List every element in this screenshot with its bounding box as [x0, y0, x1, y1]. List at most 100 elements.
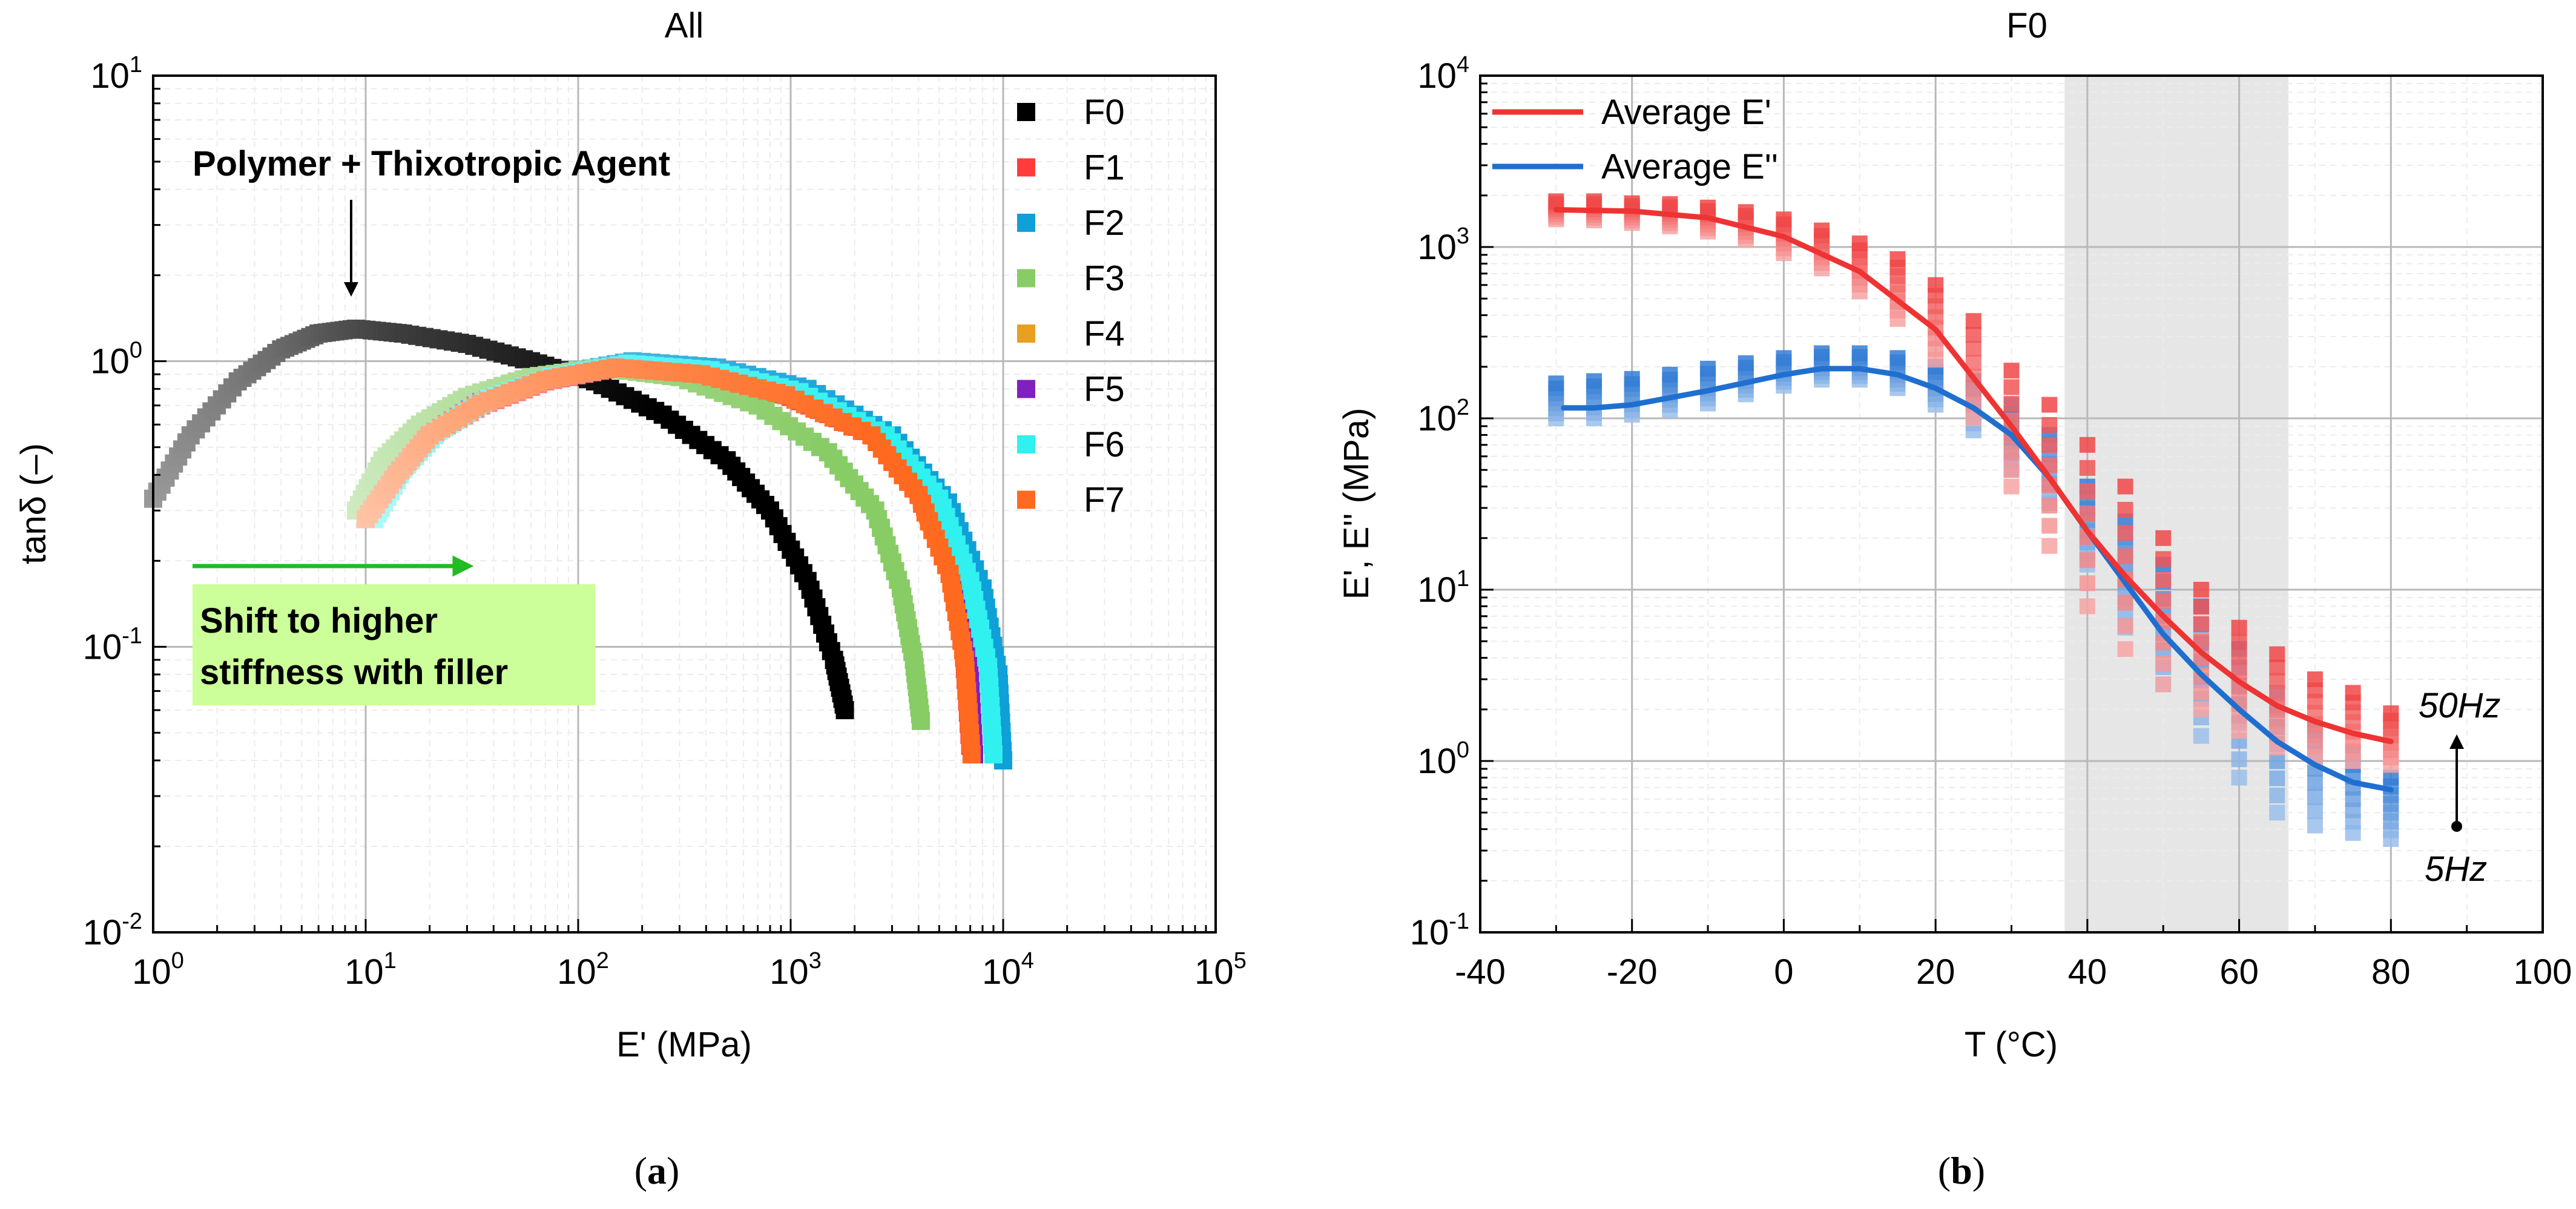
- x-tick-label-base: 10: [132, 952, 171, 992]
- panel-a-x-tick-labels: 100 101 102 103 104 105: [132, 948, 1247, 992]
- sweep-point-e-prime: [2041, 437, 2058, 453]
- x-tick-label: -20: [1607, 952, 1658, 992]
- sweep-point-e-prime: [1965, 313, 1981, 329]
- y-tick-label: 100: [90, 338, 142, 381]
- sweep-point-e-double-prime: [1662, 366, 1678, 383]
- sweep-point-e-prime: [1965, 327, 1981, 343]
- x-tick-label-base: 10: [769, 952, 809, 992]
- y-tick-label-base: 10: [90, 342, 130, 381]
- panel-b-grid: [1480, 76, 2543, 932]
- legend-label-F3: F3: [1084, 259, 1125, 298]
- y-tick-label-base: 10: [1417, 570, 1457, 610]
- sweep-point-e-double-prime: [2307, 775, 2323, 791]
- sweep-point-e-double-prime: [1776, 350, 1792, 366]
- sweep-point-e-prime: [2383, 705, 2399, 722]
- sweep-point-e-prime: [2117, 478, 2133, 495]
- x-tick-label: 20: [1916, 952, 1955, 992]
- sweep-point-e-prime: [2155, 655, 2172, 671]
- sweep-point-e-double-prime: [2307, 803, 2323, 820]
- sweep-point-e-double-prime: [2307, 789, 2323, 805]
- sweep-point-e-prime: [1889, 251, 1906, 267]
- sweep-point-e-double-prime: [2269, 753, 2285, 769]
- sweep-point-e-prime: [2231, 723, 2247, 739]
- y-tick-label-base: 10: [1417, 56, 1457, 96]
- x-tick-label: 40: [2068, 952, 2107, 992]
- sweep-point-e-prime: [2231, 619, 2247, 636]
- average-e-prime-line: [1553, 207, 2394, 745]
- panel-a-x-axis-label: E' (MPa): [616, 1025, 752, 1064]
- sweep-point-e-prime: [2269, 673, 2285, 689]
- x-tick-label-exponent: 5: [1234, 948, 1247, 973]
- legend-label-F7: F7: [1084, 481, 1125, 520]
- x-tick-label: -40: [1455, 952, 1506, 992]
- x-tick-label-exponent: 3: [809, 948, 822, 973]
- sweep-point-e-prime: [2003, 363, 2020, 379]
- sweep-point-e-double-prime: [2231, 769, 2247, 786]
- sweep-point-e-double-prime: [2269, 787, 2285, 803]
- x-tick-label-base: 10: [1194, 952, 1234, 992]
- sweep-point-e-prime: [2193, 599, 2209, 615]
- x-tick-label-exponent: 1: [384, 948, 397, 973]
- caption-b: (b): [1938, 1149, 1985, 1192]
- sweep-point-e-prime: [1928, 277, 1944, 293]
- panel-b-title: F0: [2006, 6, 2047, 45]
- legend-item-F2: F2: [1017, 203, 1125, 243]
- panel-a-series: [144, 319, 1012, 770]
- shift-annotation-line2: stiffness with filler: [200, 653, 508, 692]
- y-tick-label-base: 10: [83, 913, 122, 952]
- sweep-point-e-prime: [1851, 236, 1868, 252]
- legend-label-F5: F5: [1084, 370, 1125, 409]
- panel-a-title: All: [665, 6, 703, 45]
- panel-b-x-axis-label: T (°C): [1965, 1025, 2058, 1064]
- legend-item-F6: F6: [1017, 425, 1125, 464]
- y-tick-label: 104: [1417, 52, 1469, 96]
- x-tick-label: 101: [344, 948, 397, 992]
- panel-b: F0 -40 -20 0 20 40 60 80 100 10-110010110210310…: [1337, 6, 2572, 1064]
- y-tick-label-exponent: 1: [1457, 566, 1469, 591]
- panel-a-legend: F0 F1 F2 F3 F4 F5 F6 F7: [1017, 93, 1125, 520]
- x-tick-label: 105: [1194, 948, 1247, 992]
- legend-item-F1: F1: [1017, 148, 1125, 188]
- sweep-point-e-prime: [2079, 460, 2095, 476]
- legend-label-F6: F6: [1084, 425, 1125, 464]
- legend-swatch-F2: [1017, 214, 1035, 232]
- sweep-point-e-prime: [2269, 713, 2285, 729]
- sweep-point-e-double-prime: [1889, 350, 1906, 366]
- shift-annotation-line1: Shift to higher: [200, 601, 438, 641]
- sweep-point-e-prime: [2193, 701, 2209, 717]
- legend-swatch-F0: [1017, 103, 1035, 121]
- sweep-point-e-prime: [2041, 397, 2058, 413]
- sweep-point-e-prime: [2117, 525, 2133, 541]
- data-point-F6: [984, 745, 1003, 764]
- sweep-point-e-double-prime: [2269, 805, 2285, 821]
- sweep-point-e-prime: [1776, 211, 1792, 228]
- x-tick-label: 103: [769, 948, 822, 992]
- sweep-point-e-prime: [2345, 685, 2361, 701]
- sweep-point-e-double-prime: [2269, 770, 2285, 786]
- sweep-point-e-prime: [2155, 572, 2172, 588]
- sweep-point-e-prime: [2079, 483, 2095, 499]
- legend-item-F3: F3: [1017, 259, 1125, 298]
- y-tick-label-base: 10: [1417, 742, 1457, 781]
- sweep-point-e-prime: [2079, 575, 2095, 591]
- frequency-high-label: 50Hz: [2419, 686, 2500, 725]
- y-tick-label: 100: [1417, 737, 1469, 781]
- sweep-point-e-prime: [1586, 193, 1603, 209]
- sweep-point-e-prime: [1965, 341, 1981, 357]
- x-tick-label: 100: [132, 948, 184, 992]
- x-tick-label: 100: [2514, 952, 2572, 992]
- sweep-point-e-prime: [2193, 582, 2209, 598]
- legend-label-storage_modulus: Average E': [1601, 93, 1771, 132]
- legend-swatch-F6: [1017, 435, 1035, 453]
- frequency-arrow-base: [2451, 821, 2462, 832]
- x-tick-label-base: 10: [982, 952, 1021, 992]
- sweep-point-e-prime: [2155, 676, 2172, 693]
- sweep-point-e-prime: [2155, 593, 2172, 609]
- sweep-point-e-double-prime: [1851, 345, 1868, 361]
- legend-label-loss_modulus: Average E'': [1601, 147, 1778, 186]
- panel-a-y-axis-label: tanδ (–): [14, 443, 53, 564]
- sweep-point-e-prime: [2117, 595, 2133, 611]
- caption-a: (a): [634, 1149, 680, 1192]
